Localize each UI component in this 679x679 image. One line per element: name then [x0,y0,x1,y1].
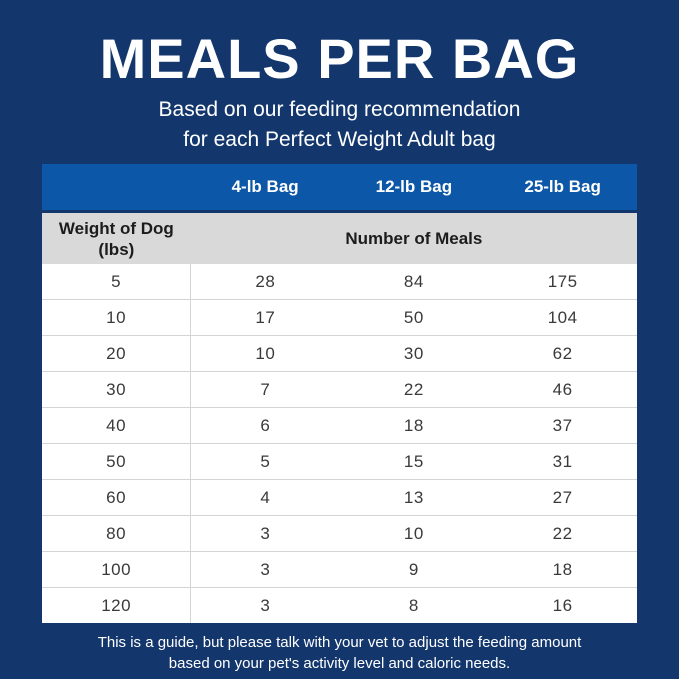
meals-table: 4-lb Bag 12-lb Bag 25-lb Bag Weight of D… [42,164,637,623]
bag-column-header-4lb: 4-lb Bag [190,164,340,213]
bag-header-empty-cell [42,164,191,213]
meals-cell: 5 [190,443,340,480]
meals-cell: 3 [190,551,340,588]
weight-cell: 40 [42,407,192,444]
meals-cell: 84 [339,264,489,300]
weight-cell: 50 [42,443,192,480]
number-of-meals-header: Number of Meals [190,211,637,264]
weight-cell: 80 [42,515,192,552]
weight-cell: 60 [42,479,192,516]
footnote: This is a guide, but please talk with yo… [0,632,679,674]
meals-cell: 62 [488,335,637,372]
table-row: 40 6 18 37 [42,407,637,444]
weight-cell: 5 [42,264,192,300]
table-row: 50 5 15 31 [42,443,637,480]
bag-header-row: 4-lb Bag 12-lb Bag 25-lb Bag [42,164,637,213]
meals-cell: 9 [339,551,489,588]
meals-cell: 50 [339,299,489,336]
meals-cell: 31 [488,443,637,480]
weight-of-dog-header-line2: (lbs) [98,239,135,259]
weight-cell: 10 [42,299,192,336]
subtitle-line-2: for each Perfect Weight Adult bag [183,128,496,151]
table-row: 60 4 13 27 [42,479,637,516]
meals-cell: 37 [488,407,637,444]
meals-cell: 3 [190,587,340,623]
meals-cell: 6 [190,407,340,444]
bag-column-header-12lb: 12-lb Bag [339,164,489,213]
meals-table-body: 5 28 84 175 10 17 50 104 20 10 30 62 30 7 22 46 40 6 18 37 5… [42,264,637,623]
bag-column-header-25lb: 25-lb Bag [488,164,637,213]
table-row: 10 17 50 104 [42,299,637,336]
table-row: 5 28 84 175 [42,264,637,300]
footnote-line-2: based on your pet's activity level and c… [168,655,511,672]
meals-cell: 13 [339,479,489,516]
meals-cell: 4 [190,479,340,516]
meals-cell: 7 [190,371,340,408]
meals-cell: 22 [488,515,637,552]
subtitle: Based on our feeding recommendation for … [0,95,679,155]
table-row: 120 3 8 16 [42,587,637,623]
meals-cell: 22 [339,371,489,408]
meals-cell: 175 [488,264,637,300]
weight-cell: 20 [42,335,192,372]
meals-cell: 27 [488,479,637,516]
meals-cell: 8 [339,587,489,623]
meals-cell: 10 [190,335,340,372]
weight-of-dog-header-line1: Weight of Dog [58,218,174,238]
weight-cell: 100 [42,551,192,588]
subtitle-line-1: Based on our feeding recommendation [158,98,521,121]
footnote-line-1: This is a guide, but please talk with yo… [97,634,582,651]
table-row: 20 10 30 62 [42,335,637,372]
group-header-row: Weight of Dog (lbs) Number of Meals [42,211,637,264]
page-title: MEALS PER BAG [99,27,580,90]
meals-cell: 15 [339,443,489,480]
meals-cell: 30 [339,335,489,372]
table-row: 100 3 9 18 [42,551,637,588]
weight-of-dog-header: Weight of Dog (lbs) [42,211,191,264]
weight-cell: 30 [42,371,192,408]
meals-cell: 16 [488,587,637,623]
meals-cell: 10 [339,515,489,552]
meals-cell: 28 [190,264,340,300]
meals-cell: 104 [488,299,637,336]
meals-cell: 17 [190,299,340,336]
meals-cell: 3 [190,515,340,552]
meals-cell: 46 [488,371,637,408]
meals-cell: 18 [339,407,489,444]
table-row: 80 3 10 22 [42,515,637,552]
table-row: 30 7 22 46 [42,371,637,408]
meals-cell: 18 [488,551,637,588]
weight-cell: 120 [42,587,192,623]
